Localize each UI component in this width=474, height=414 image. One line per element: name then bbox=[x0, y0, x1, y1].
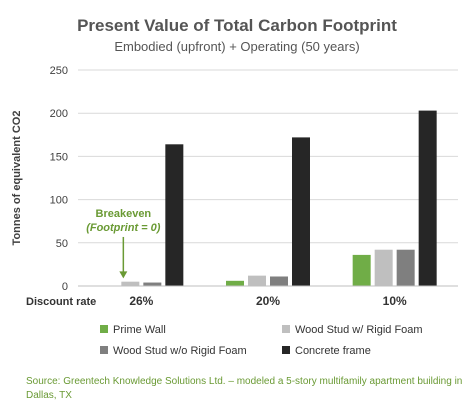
bar bbox=[374, 249, 393, 286]
legend-label: Wood Stud w/o Rigid Foam bbox=[113, 345, 247, 357]
legend: Prime Wall Wood Stud w/ Rigid Foam Wood St… bbox=[100, 324, 423, 357]
annotation-line-1: Breakeven bbox=[96, 208, 152, 220]
bar bbox=[396, 249, 415, 286]
bar bbox=[248, 275, 266, 286]
y-tick-label: 0 bbox=[62, 281, 68, 293]
legend-swatch bbox=[282, 325, 290, 333]
chart-title: Present Value of Total Carbon Footprint bbox=[77, 16, 397, 35]
legend-swatch bbox=[100, 325, 108, 333]
chart-subtitle: Embodied (upfront) + Operating (50 years… bbox=[114, 39, 359, 54]
bar bbox=[143, 282, 162, 286]
legend-label: Prime Wall bbox=[113, 324, 166, 336]
bar bbox=[352, 254, 371, 286]
annotation-line-2: (Footprint = 0) bbox=[86, 222, 161, 234]
y-axis-ticks: 0 50 100 150 200 250 bbox=[50, 65, 68, 293]
legend-label: Concrete frame bbox=[295, 345, 371, 357]
bar bbox=[418, 110, 437, 286]
gridlines bbox=[78, 69, 458, 244]
bar bbox=[121, 281, 140, 286]
y-tick-label: 200 bbox=[50, 108, 68, 120]
source-line-1: Source: Greentech Knowledge Solutions Lt… bbox=[26, 376, 462, 387]
category-label: 20% bbox=[256, 294, 280, 308]
bar bbox=[270, 276, 288, 286]
y-tick-label: 50 bbox=[56, 238, 68, 250]
source-line-2: Dallas, TX bbox=[26, 390, 72, 401]
y-tick-label: 150 bbox=[50, 151, 68, 163]
bars bbox=[121, 110, 437, 286]
annotation-arrow-head bbox=[119, 271, 128, 279]
legend-swatch bbox=[282, 346, 290, 354]
legend-label: Wood Stud w/ Rigid Foam bbox=[295, 324, 423, 336]
x-axis-label: Discount rate bbox=[26, 296, 96, 308]
bar bbox=[292, 137, 310, 286]
breakeven-annotation: Breakeven (Footprint = 0) bbox=[86, 208, 161, 279]
y-tick-label: 100 bbox=[50, 195, 68, 207]
bar bbox=[165, 144, 184, 286]
category-labels: 26% 20% 10% bbox=[129, 294, 407, 308]
bar bbox=[226, 280, 244, 286]
category-label: 26% bbox=[129, 294, 153, 308]
y-axis-label: Tonnes of equivalent CO2 bbox=[11, 111, 23, 246]
category-label: 10% bbox=[383, 294, 407, 308]
legend-swatch bbox=[100, 346, 108, 354]
y-tick-label: 250 bbox=[50, 65, 68, 77]
